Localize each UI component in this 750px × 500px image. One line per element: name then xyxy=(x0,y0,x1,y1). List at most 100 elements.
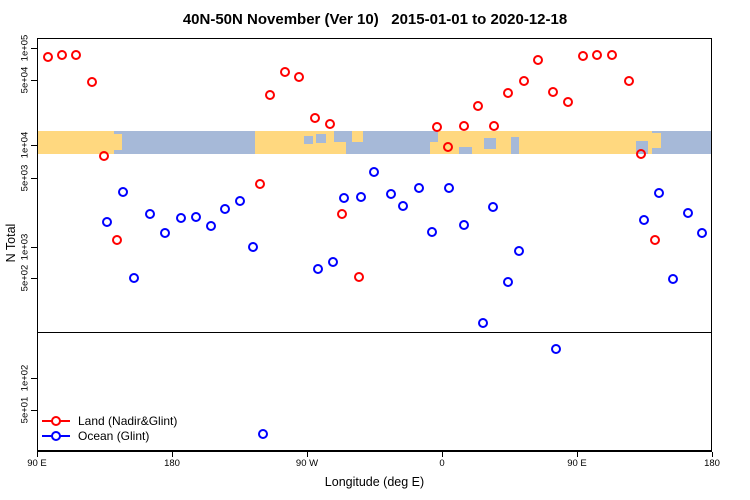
land-data-point xyxy=(533,55,543,66)
ocean-data-point xyxy=(386,189,396,200)
y-axis-tick-label: 5e+04 xyxy=(19,66,31,94)
map-land-patch xyxy=(38,131,114,155)
y-axis-tick xyxy=(31,247,37,248)
y-axis-tick-label: 5e+02 xyxy=(19,264,31,292)
y-axis-tick xyxy=(31,80,37,81)
legend-item-ocean: Ocean (Glint) xyxy=(42,428,177,443)
x-axis-tick-label: 180 xyxy=(164,458,180,469)
world-map-band xyxy=(38,131,711,155)
y-axis-label: N Total xyxy=(4,223,18,263)
ocean-legend-circle-icon xyxy=(51,430,61,441)
land-data-point xyxy=(624,75,635,86)
land-data-point xyxy=(324,119,335,130)
land-data-point xyxy=(57,49,68,60)
ocean-data-point xyxy=(339,193,350,204)
y-axis-tick xyxy=(31,145,37,146)
ocean-data-point xyxy=(356,191,366,202)
ocean-data-point xyxy=(503,276,513,287)
ocean-data-point xyxy=(444,182,455,193)
land-data-point xyxy=(87,76,98,87)
x-axis-tick xyxy=(712,452,713,457)
ocean-data-point xyxy=(117,186,128,197)
x-axis-tick-label: 180 xyxy=(704,458,720,469)
ocean-data-point xyxy=(668,274,678,284)
y-axis-tick xyxy=(31,378,37,379)
chart-title: 40N-50N November (Ver 10) 2015-01-01 to … xyxy=(182,11,568,28)
x-axis-tick xyxy=(37,452,38,457)
ocean-data-point xyxy=(639,214,650,225)
map-water-patch xyxy=(341,131,351,139)
legend-label-land: Land (Nadir&Glint) xyxy=(78,413,178,428)
y-axis-tick-label: 1e+05 xyxy=(19,34,31,62)
ocean-data-point xyxy=(258,428,269,439)
map-water-patch xyxy=(430,131,438,142)
y-axis-tick xyxy=(31,178,37,179)
y-axis-tick xyxy=(31,278,37,279)
land-data-point xyxy=(42,52,53,63)
x-axis-tick xyxy=(307,452,308,457)
map-water-patch xyxy=(316,134,326,143)
land-data-point xyxy=(354,272,365,283)
ocean-data-point xyxy=(234,196,245,207)
y-axis-tick xyxy=(31,410,37,411)
reference-line xyxy=(38,331,711,333)
legend-item-land: Land (Nadir&Glint) xyxy=(42,413,177,428)
land-data-point xyxy=(459,121,470,132)
ocean-data-point xyxy=(144,208,155,219)
y-axis-tick-label: 5e+03 xyxy=(19,164,31,192)
land-data-point xyxy=(255,178,266,189)
land-data-point xyxy=(336,208,347,219)
land-data-point xyxy=(636,148,647,159)
land-data-point xyxy=(650,234,660,245)
ocean-data-point xyxy=(513,246,524,257)
x-axis-tick xyxy=(442,452,443,457)
map-land-patch xyxy=(113,134,122,150)
land-data-point xyxy=(294,72,305,83)
map-land-patch xyxy=(652,132,661,148)
y-axis-tick-label: 1e+04 xyxy=(19,131,31,159)
ocean-data-point xyxy=(102,217,113,228)
land-data-point xyxy=(563,96,573,107)
ocean-data-point xyxy=(129,273,140,283)
land-data-point xyxy=(489,121,500,132)
y-axis-tick-label: 1e+03 xyxy=(19,233,31,261)
land-data-point xyxy=(99,151,110,162)
map-land-patch xyxy=(334,141,346,155)
ocean-data-point xyxy=(683,208,693,219)
land-data-point xyxy=(578,51,588,62)
x-axis-tick-label: 90 E xyxy=(27,458,47,469)
land-legend-symbol xyxy=(42,415,70,426)
ocean-data-point xyxy=(219,203,230,214)
ocean-data-point xyxy=(248,242,258,252)
land-data-point xyxy=(606,49,617,60)
ocean-data-point xyxy=(696,227,707,238)
land-data-point xyxy=(591,49,602,60)
ocean-data-point xyxy=(654,188,665,199)
legend: Land (Nadir&Glint) Ocean (Glint) xyxy=(42,413,177,443)
land-data-point xyxy=(503,88,513,99)
map-land-patch xyxy=(352,131,364,142)
x-axis-label: Longitude (deg E) xyxy=(324,475,425,489)
y-axis-tick-label: 1e+02 xyxy=(19,364,31,392)
map-water-patch xyxy=(511,137,519,155)
ocean-data-point xyxy=(459,220,470,230)
x-axis-tick xyxy=(577,452,578,457)
land-data-point xyxy=(432,122,443,133)
ocean-data-point xyxy=(551,344,561,355)
plot-frame xyxy=(37,38,712,452)
x-axis-tick xyxy=(172,452,173,457)
ocean-data-point xyxy=(414,182,425,193)
land-data-point xyxy=(548,87,558,98)
land-data-point xyxy=(519,75,530,86)
map-water-patch xyxy=(458,147,472,155)
land-legend-circle-icon xyxy=(51,415,61,426)
ocean-data-point xyxy=(488,202,498,213)
land-data-point xyxy=(279,67,290,78)
ocean-data-point xyxy=(327,257,338,267)
map-water-patch xyxy=(484,138,496,150)
y-axis-tick-label: 5e+01 xyxy=(19,396,31,424)
x-axis-tick-label: 0 xyxy=(439,458,445,469)
land-data-point xyxy=(443,141,453,152)
land-data-point xyxy=(473,101,483,112)
